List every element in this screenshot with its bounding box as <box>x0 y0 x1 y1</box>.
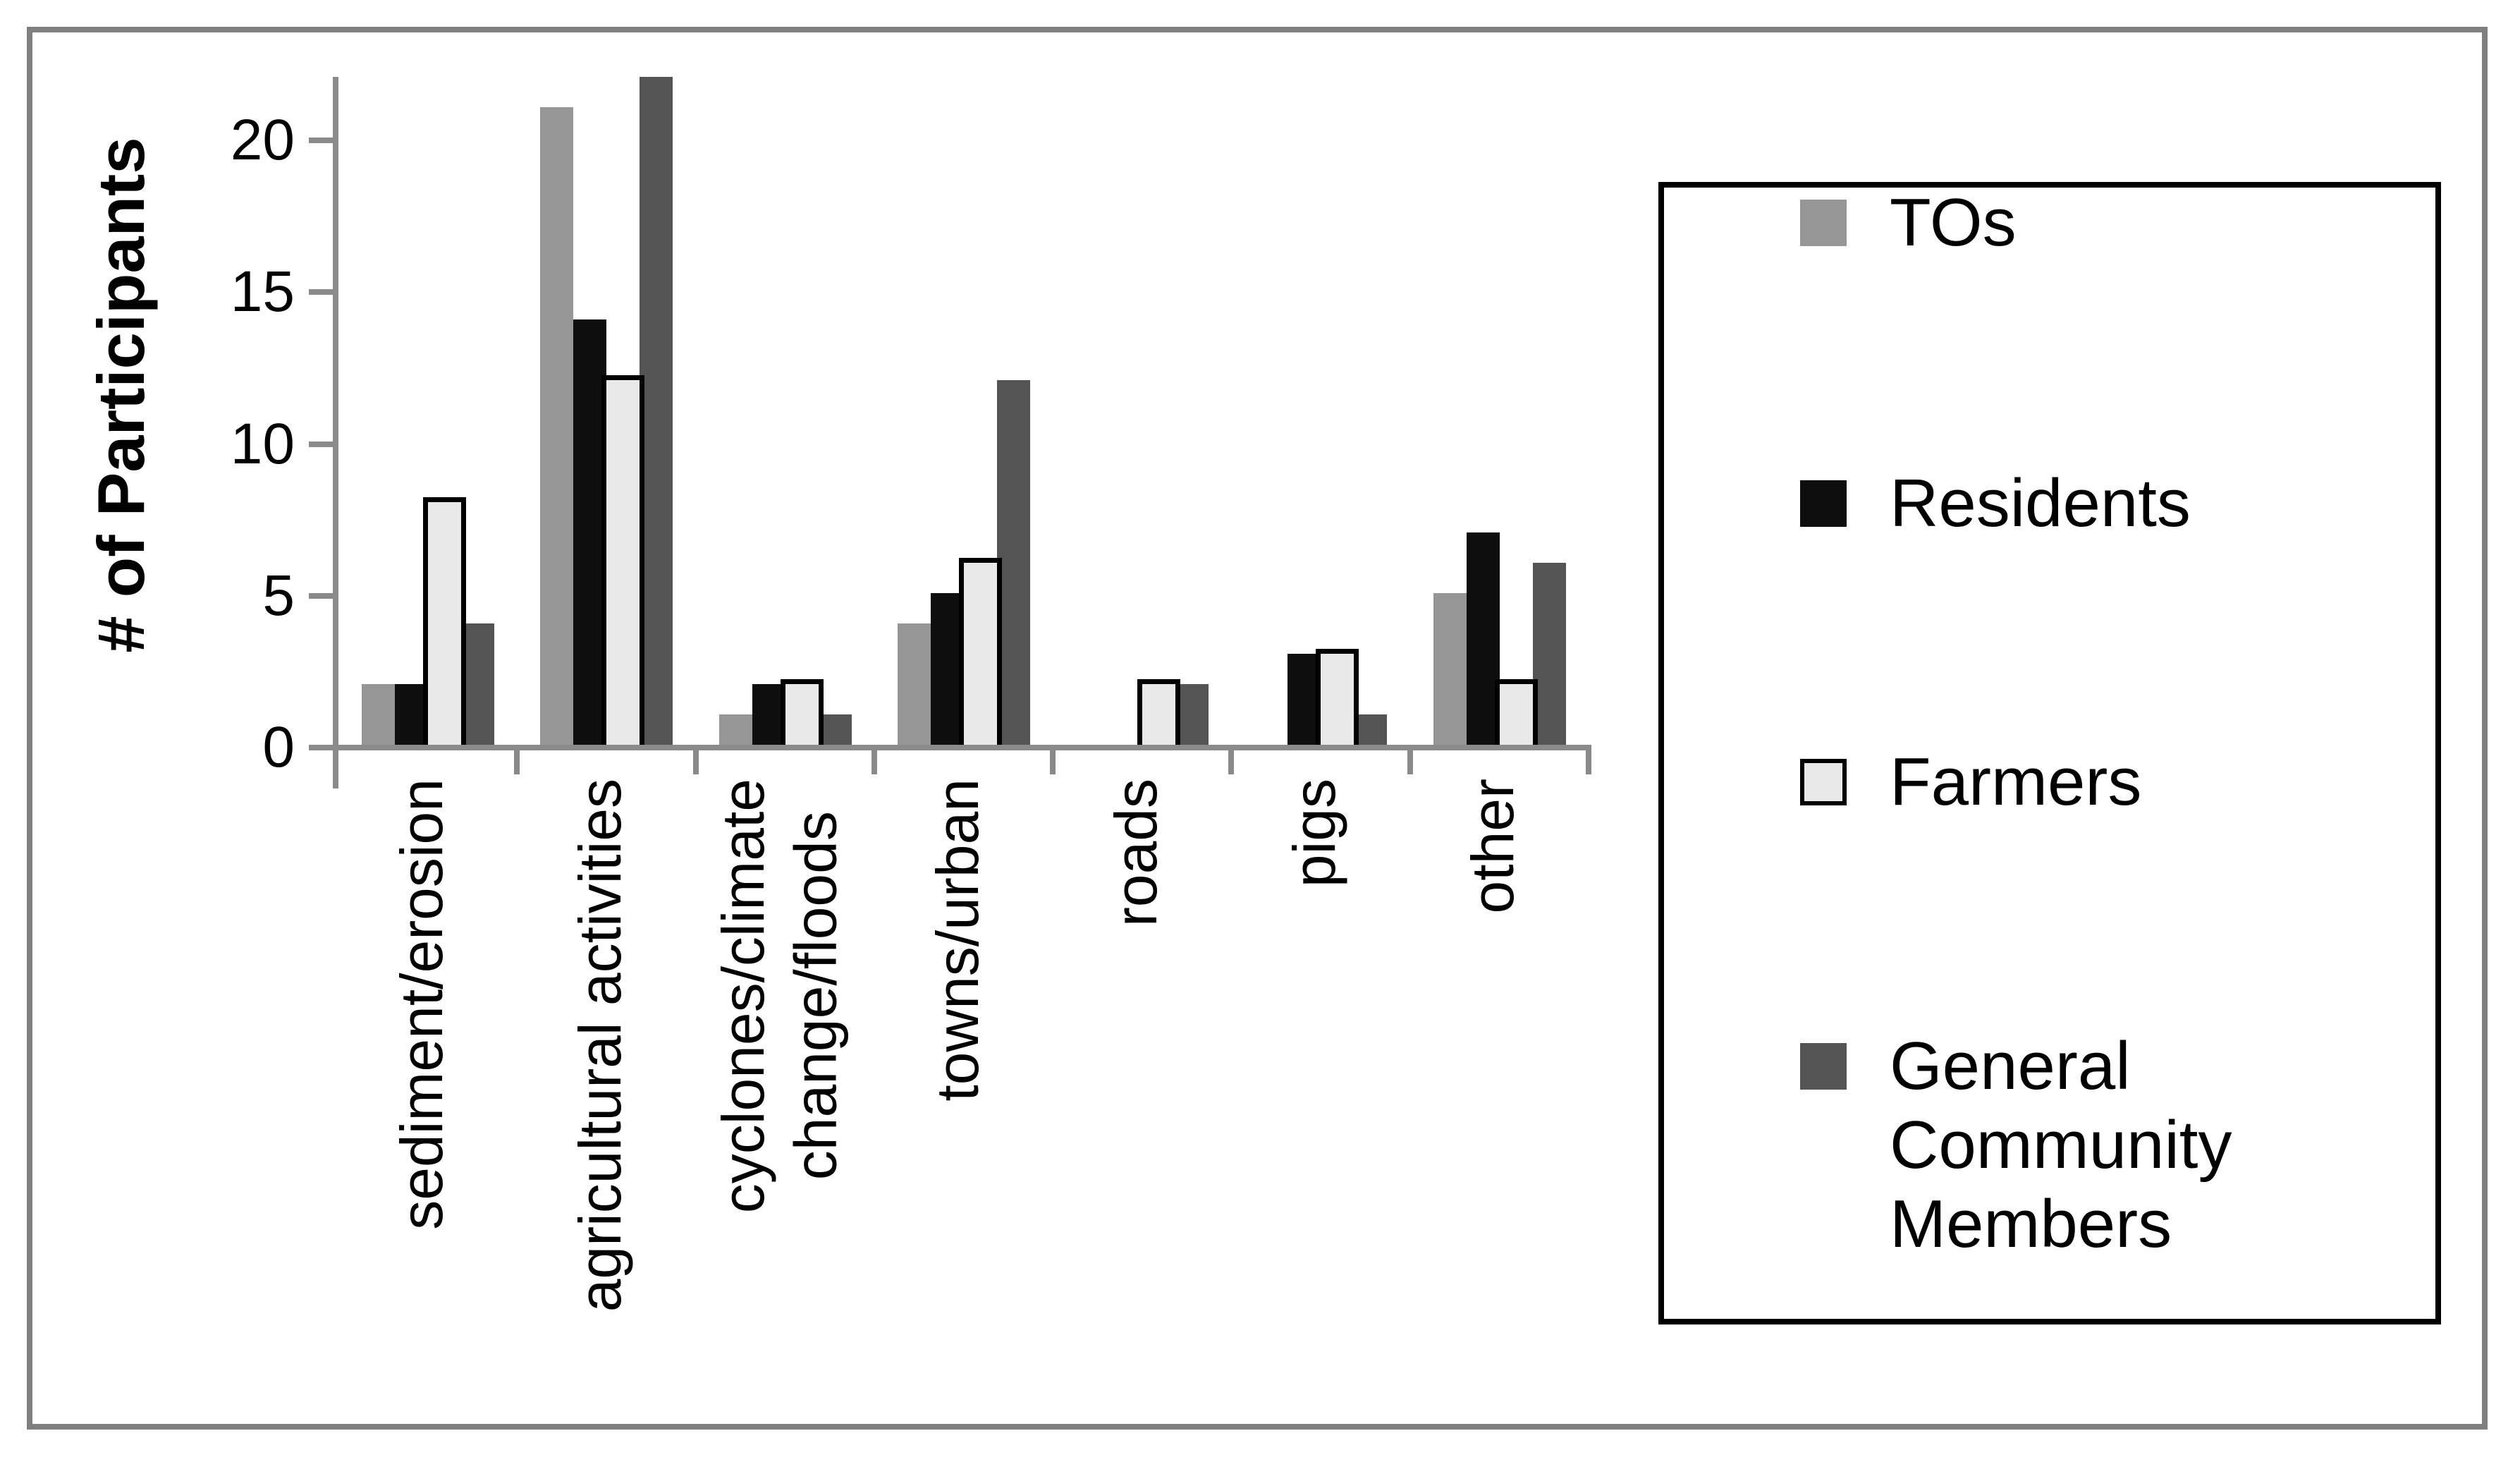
legend-label-general-community-members: General Community Members <box>1890 1028 2232 1262</box>
x-category-label: other <box>1460 779 1527 914</box>
y-tick <box>309 441 333 447</box>
y-tick <box>309 289 333 296</box>
bar-general-community-members <box>818 714 852 745</box>
bar-general-community-members <box>996 380 1030 745</box>
bar-tos <box>540 107 574 745</box>
y-tick-label: 0 <box>262 715 295 779</box>
legend-label-farmers: Farmers <box>1890 744 2142 820</box>
bar-residents <box>752 683 785 745</box>
bar-general-community-members <box>640 77 673 745</box>
x-tick <box>1586 750 1591 774</box>
bar-residents <box>573 319 607 745</box>
x-tick <box>514 750 520 774</box>
x-category-label: agricultural activities <box>566 779 633 1312</box>
bar-farmers <box>780 678 824 745</box>
bar-farmers <box>1494 678 1538 745</box>
y-tick-label: 5 <box>262 563 295 628</box>
x-category-label: sediment/erosion <box>388 779 455 1230</box>
legend-swatch-farmers <box>1800 759 1847 805</box>
bar-farmers <box>423 497 466 745</box>
bar-farmers <box>1316 648 1359 745</box>
y-tick-label: 15 <box>230 260 295 324</box>
bar-residents <box>1466 532 1500 745</box>
bar-general-community-members <box>1532 562 1566 745</box>
bar-tos <box>1433 592 1467 745</box>
bar-general-community-members <box>461 623 494 745</box>
y-tick <box>309 592 333 599</box>
legend: TOs Residents Farmers General Community Mem… <box>1658 182 2441 1324</box>
bar-residents <box>395 683 428 745</box>
bar-residents <box>930 592 964 745</box>
bar-farmers <box>958 557 1002 745</box>
x-category-label: pigs <box>1281 779 1348 888</box>
y-tick-label: 20 <box>230 108 295 173</box>
y-axis-line <box>333 77 338 788</box>
bar-farmers <box>601 375 645 745</box>
bar-farmers <box>1137 678 1181 745</box>
legend-swatch-tos <box>1800 200 1847 246</box>
bar-tos <box>718 714 752 745</box>
y-tick-label: 10 <box>230 411 295 476</box>
y-tick <box>309 138 333 144</box>
x-axis-line <box>333 745 1591 750</box>
bar-general-community-members <box>1175 683 1209 745</box>
x-tick <box>1407 750 1413 774</box>
figure-border <box>27 27 2488 1430</box>
legend-swatch-residents <box>1800 480 1847 527</box>
legend-swatch-general-community-members <box>1800 1043 1847 1090</box>
x-category-label: towns/urban <box>924 779 991 1102</box>
y-tick <box>309 745 333 750</box>
bar-general-community-members <box>1354 714 1388 745</box>
legend-label-tos: TOs <box>1890 185 2017 260</box>
x-category-label: roads <box>1102 779 1169 927</box>
bar-tos <box>362 683 395 745</box>
bar-residents <box>1287 653 1321 745</box>
x-tick <box>692 750 699 774</box>
x-tick <box>1228 750 1235 774</box>
x-tick <box>871 750 877 774</box>
x-category-label: cyclones/climate change/floods <box>710 779 849 1214</box>
legend-label-residents: Residents <box>1890 465 2191 541</box>
bar-tos <box>897 623 931 745</box>
x-tick <box>1050 750 1056 774</box>
